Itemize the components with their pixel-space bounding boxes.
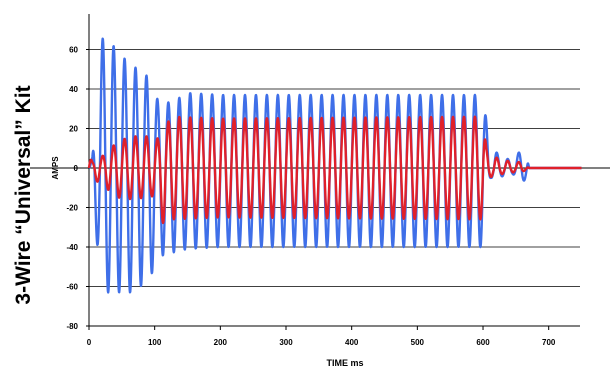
x-tick-labels: 0 100 200 300 400 500 600 700	[87, 326, 556, 347]
x-tick-label: 600	[476, 338, 490, 347]
y-tick-label: 60	[69, 46, 78, 55]
x-tick-label: 400	[345, 338, 359, 347]
y-tick-label: 0	[74, 164, 79, 173]
x-tick-label: 200	[214, 338, 228, 347]
y-tick-label: -40	[66, 243, 78, 252]
y-tick-label: 20	[69, 125, 78, 134]
series-line-2	[87, 115, 582, 225]
x-tick-label: 100	[148, 338, 162, 347]
x-axis-label: TIME ms	[326, 358, 363, 368]
y-tick-label: -80	[66, 322, 78, 331]
y-tick-label: -20	[66, 204, 78, 213]
x-tick-label: 300	[279, 338, 293, 347]
y-tick-labels: 60 40 20 0 -20 -40 -60 -80	[66, 46, 89, 331]
y-tick-label: -60	[66, 283, 78, 292]
y-axis-label: AMPS	[51, 156, 60, 180]
x-tick-label: 700	[542, 338, 556, 347]
x-tick-label: 0	[87, 338, 92, 347]
series-lines	[87, 37, 582, 294]
x-tick-label: 500	[411, 338, 425, 347]
y-tick-label: 40	[69, 85, 78, 94]
